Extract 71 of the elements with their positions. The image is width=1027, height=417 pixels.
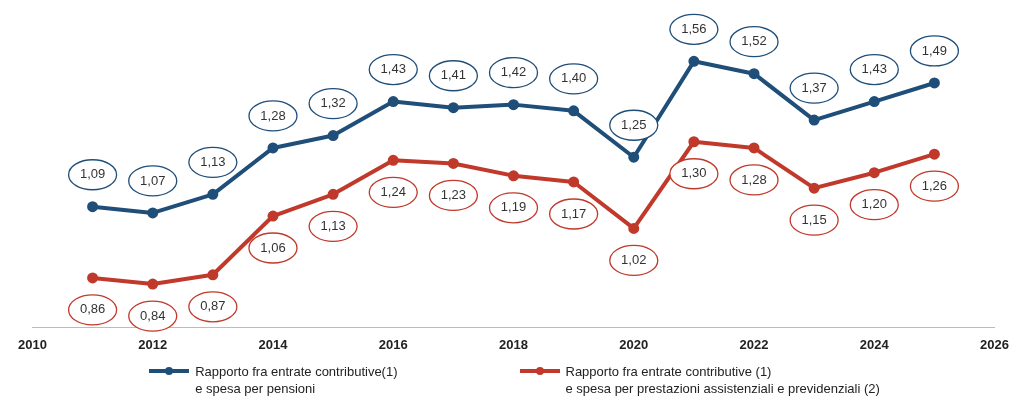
point xyxy=(267,210,279,222)
data-label: 1,24 xyxy=(380,183,406,199)
data-label: 0,87 xyxy=(200,298,226,314)
x-tick-label: 2026 xyxy=(980,336,1009,352)
data-label: 1,20 xyxy=(861,196,887,212)
point xyxy=(327,130,339,142)
legend-label: Rapporto fra entrate contributive (1) e spesa per prestazioni assistenziali e previdenziali (2) xyxy=(565,363,880,397)
point xyxy=(808,114,820,126)
data-label: 1,09 xyxy=(79,166,106,182)
point xyxy=(267,142,279,154)
x-tick-label: 2020 xyxy=(619,336,649,352)
data-label: 1,13 xyxy=(320,217,346,233)
x-tick-label: 2014 xyxy=(258,336,289,352)
point xyxy=(447,102,459,114)
point xyxy=(447,157,459,169)
x-tick-label: 2016 xyxy=(378,336,408,352)
point xyxy=(748,68,760,80)
point xyxy=(568,176,580,188)
data-label: 0,86 xyxy=(79,301,106,317)
data-label: 1,06 xyxy=(260,239,286,255)
point xyxy=(868,167,880,179)
point xyxy=(147,278,159,290)
data-label: 1,13 xyxy=(200,153,226,169)
data-label: 1,19 xyxy=(500,199,527,215)
data-label: 1,23 xyxy=(440,187,467,202)
data-label: 1,02 xyxy=(621,251,647,267)
point xyxy=(628,151,640,163)
point xyxy=(147,207,159,219)
x-tick-label: 2022 xyxy=(739,336,769,352)
data-label: 1,32 xyxy=(320,95,346,111)
x-tick-label: 2012 xyxy=(138,336,168,352)
point xyxy=(688,55,700,67)
point xyxy=(928,148,940,160)
x-tick-label: 2018 xyxy=(499,336,528,352)
point xyxy=(387,96,399,108)
point xyxy=(688,136,700,148)
point xyxy=(87,201,99,213)
point xyxy=(508,170,519,182)
data-label: 1,43 xyxy=(861,61,887,77)
data-label: 1,28 xyxy=(741,171,767,187)
data-label: 1,30 xyxy=(681,165,707,181)
data-label: 1,28 xyxy=(260,107,286,123)
point xyxy=(568,105,580,117)
data-label: 1,07 xyxy=(140,172,166,188)
data-label: 1,43 xyxy=(380,61,406,77)
x-tick-label: 2024 xyxy=(859,336,890,352)
data-label: 1,15 xyxy=(801,211,827,227)
point xyxy=(387,154,399,166)
point xyxy=(808,182,820,194)
data-label: 1,56 xyxy=(681,20,707,36)
point xyxy=(207,188,219,200)
data-label: 0,84 xyxy=(140,307,166,323)
data-label: 1,26 xyxy=(921,177,948,193)
point xyxy=(327,188,339,200)
point xyxy=(748,142,760,154)
data-label: 1,40 xyxy=(560,70,587,86)
data-label: 1,25 xyxy=(621,116,647,132)
point xyxy=(207,269,219,281)
point xyxy=(508,99,519,111)
point xyxy=(928,77,940,89)
data-label: 1,41 xyxy=(440,67,467,83)
point xyxy=(868,96,880,108)
point xyxy=(628,222,640,234)
data-label: 1,17 xyxy=(560,205,587,221)
data-label: 1,52 xyxy=(741,33,767,49)
x-tick-label: 2010 xyxy=(18,336,47,352)
data-label: 1,37 xyxy=(801,79,827,95)
data-label: 1,42 xyxy=(500,64,527,80)
legend-label: Rapporto fra entrate contributive(1) e spesa per pensioni xyxy=(195,363,398,397)
point xyxy=(87,272,99,284)
data-label: 1,49 xyxy=(921,42,948,58)
